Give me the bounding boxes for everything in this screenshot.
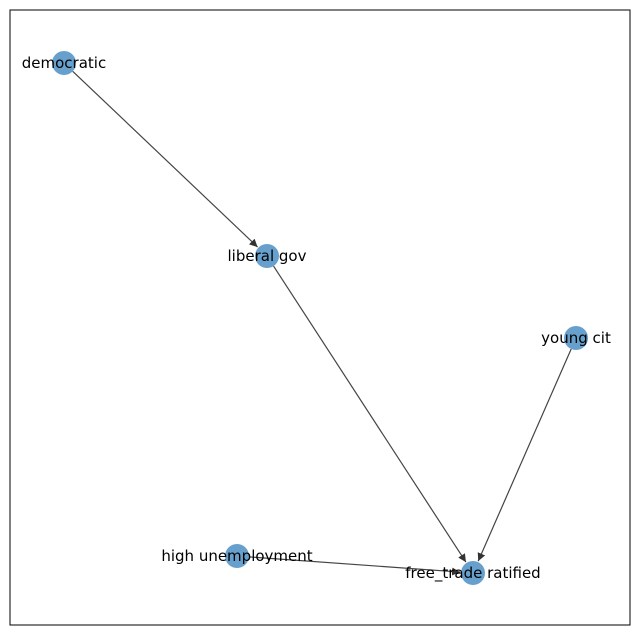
node-high_unemployment <box>225 544 249 568</box>
node-free_trade_ratified <box>461 561 485 585</box>
edge-democratic-to-liberal_gov <box>72 70 258 248</box>
edge-high_unemployment-to-free_trade_ratified <box>248 556 461 576</box>
node-label-high_unemployment: high unemployment <box>161 547 312 565</box>
edge-liberal_gov-to-free_trade_ratified <box>273 265 467 563</box>
edges-layer <box>72 70 572 576</box>
edge-young_cit-to-free_trade_ratified <box>477 348 572 562</box>
node-label-free_trade_ratified: free_trade ratified <box>405 564 540 583</box>
nodes-layer <box>52 51 588 585</box>
labels-layer: democratic liberal gov young cit high unemp… <box>22 54 611 583</box>
node-democratic <box>52 51 76 75</box>
node-label-liberal_gov: liberal gov <box>228 247 307 265</box>
node-label-young_cit: young cit <box>541 329 611 347</box>
node-liberal_gov <box>255 244 279 268</box>
plot-frame <box>9 9 631 626</box>
node-young_cit <box>564 326 588 350</box>
node-label-democratic: democratic <box>22 54 106 72</box>
